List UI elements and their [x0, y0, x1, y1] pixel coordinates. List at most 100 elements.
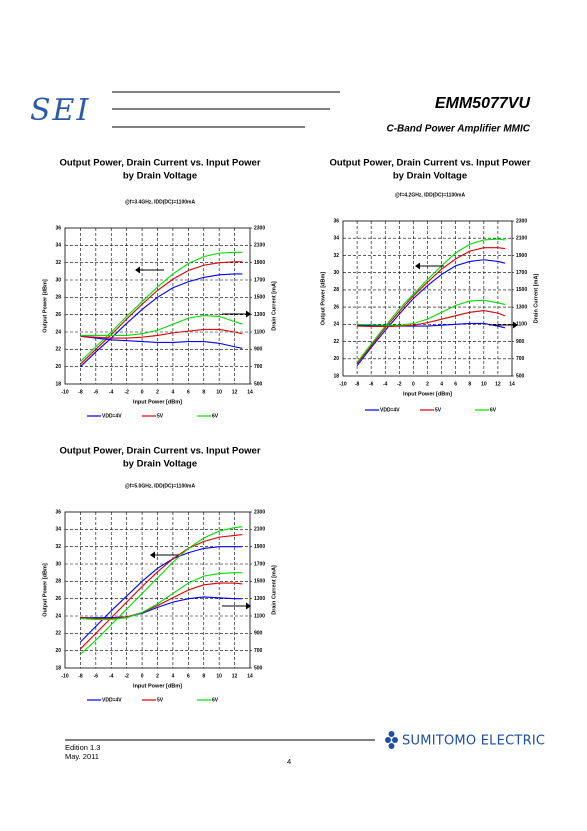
y2-tick-label: 1300: [254, 312, 265, 318]
y2-tick-label: 1900: [254, 544, 265, 550]
plot-frame: [342, 220, 513, 377]
x-tick-label: 2: [156, 389, 159, 395]
y2-tick-label: 1700: [254, 561, 265, 567]
y2-tick-label: 700: [254, 648, 263, 654]
series-line: [80, 328, 243, 339]
y-tick-label: 36: [55, 509, 61, 515]
x-tick-label: 14: [247, 389, 253, 395]
x-tick-label: 6: [187, 389, 190, 395]
logo-dot: [392, 737, 398, 743]
series-line: [80, 251, 243, 362]
y-tick-label: 20: [55, 364, 61, 370]
y2-tick-label: 2300: [516, 218, 527, 224]
x-tick-label: -4: [109, 389, 114, 395]
y-tick-label: 36: [333, 218, 339, 224]
x-tick-label: 10: [216, 389, 222, 395]
y2-tick-label: 1100: [254, 613, 265, 619]
y2-tick-label: 1500: [254, 579, 265, 585]
x-tick-label: 10: [481, 381, 487, 387]
x-tick-label: -2: [124, 673, 129, 679]
x-tick-label: 14: [509, 381, 515, 387]
y2-axis-title: Drain Current [mA]: [533, 274, 539, 324]
x-tick-label: 10: [216, 673, 222, 679]
x-tick-label: 12: [232, 389, 238, 395]
arrow-head: [513, 321, 518, 329]
y-tick-label: 32: [55, 260, 61, 266]
chart-condition: @f=4.2GHz, IDD(DC)=1100mA: [395, 192, 466, 198]
x-tick-label: 4: [172, 389, 175, 395]
x-tick-label: 6: [187, 673, 190, 679]
x-tick-label: -2: [397, 381, 402, 387]
series-line: [80, 261, 243, 365]
x-axis-title: Input Power [dBm]: [133, 683, 182, 689]
logo-dot: [388, 743, 395, 749]
x-tick-label: 4: [440, 381, 443, 387]
series-line: [80, 582, 243, 620]
y-tick-label: 36: [55, 225, 61, 231]
arrow-head: [246, 310, 251, 318]
y2-tick-label: 700: [254, 364, 263, 370]
y-tick-label: 28: [55, 295, 61, 301]
x-tick-label: -6: [369, 381, 374, 387]
y2-tick-label: 2300: [254, 225, 265, 231]
x-tick-label: 8: [468, 381, 471, 387]
series-line: [80, 596, 243, 619]
logo: SEI: [30, 93, 90, 128]
x-axis-title: Input Power [dBm]: [133, 399, 182, 405]
chart-subtitle: by Drain Voltage: [123, 459, 197, 470]
y2-tick-label: 1900: [516, 253, 527, 259]
series-line: [80, 335, 243, 350]
y2-tick-label: 900: [254, 631, 263, 637]
x-tick-label: 12: [495, 381, 501, 387]
y-tick-label: 18: [55, 381, 61, 387]
y2-axis-title: Drain Current [mA]: [271, 565, 277, 615]
series-line: [357, 310, 506, 328]
doc-subtitle: C-Band Power Amplifier MMIC: [386, 124, 530, 135]
y2-tick-label: 900: [254, 347, 263, 353]
legend-label: 5V: [157, 413, 164, 419]
plot-frame: [64, 227, 251, 385]
y2-tick-label: 1900: [254, 260, 265, 266]
x-tick-label: 0: [141, 673, 144, 679]
x-tick-label: 0: [412, 381, 415, 387]
y-tick-label: 20: [55, 648, 61, 654]
y-tick-label: 24: [55, 613, 61, 619]
x-tick-label: 14: [247, 673, 253, 679]
series-line: [80, 314, 243, 337]
legend-label: 6V: [212, 413, 219, 419]
x-tick-label: -8: [78, 389, 83, 395]
y-tick-label: 34: [55, 527, 61, 533]
x-tick-label: 4: [172, 673, 175, 679]
y-tick-label: 24: [55, 329, 61, 335]
arrow-head: [150, 551, 155, 559]
y2-tick-label: 500: [516, 373, 525, 379]
x-tick-label: -6: [94, 389, 99, 395]
y2-tick-label: 1100: [254, 329, 265, 335]
plot-frame: [64, 511, 251, 669]
x-tick-label: -10: [61, 389, 68, 395]
y-axis-title: Output Power [dBm]: [42, 279, 48, 333]
series-line: [356, 259, 506, 367]
y2-tick-label: 2100: [516, 236, 527, 242]
x-tick-label: -4: [383, 381, 388, 387]
y2-tick-label: 1700: [254, 277, 265, 283]
legend-label: 5V: [435, 407, 442, 413]
y-tick-label: 30: [55, 561, 61, 567]
x-axis-title: Input Power [dBm]: [403, 391, 452, 397]
y2-tick-label: 2100: [254, 527, 265, 533]
edition: Edition 1.3: [65, 743, 100, 752]
y-tick-label: 24: [333, 322, 339, 328]
y-tick-label: 26: [55, 596, 61, 602]
y-tick-label: 28: [333, 287, 339, 293]
legend-label: VDD=4V: [102, 413, 122, 419]
x-tick-label: 8: [202, 673, 205, 679]
chart-subtitle: by Drain Voltage: [123, 171, 197, 182]
arrow-head: [135, 266, 140, 274]
series-line: [80, 273, 243, 368]
x-tick-label: 2: [156, 673, 159, 679]
series-line: [80, 572, 243, 621]
y2-tick-label: 500: [254, 665, 263, 671]
series-line: [356, 238, 506, 363]
x-tick-label: 8: [202, 389, 205, 395]
